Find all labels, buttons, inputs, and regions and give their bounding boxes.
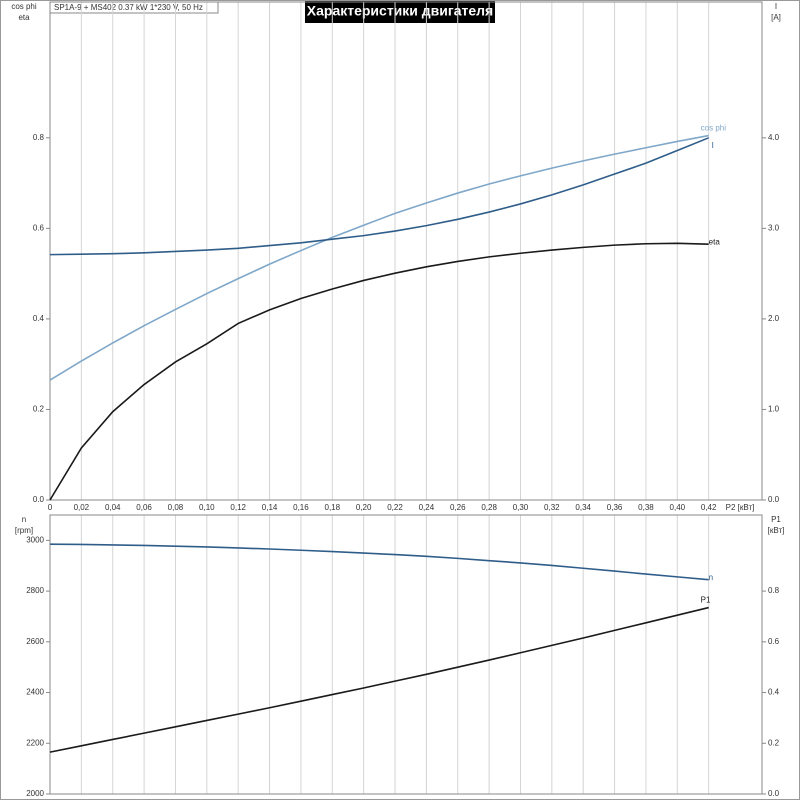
y-axis-label: eta <box>18 13 30 22</box>
x-tick-label: 0,40 <box>670 503 686 512</box>
x-tick-label: 0,34 <box>575 503 591 512</box>
x-tick-label: 0,08 <box>168 503 184 512</box>
y2-tick-label: 0.0 <box>768 789 780 798</box>
y2-axis-label: P1 <box>771 515 781 524</box>
chart-title: Характеристики двигателя <box>307 3 493 19</box>
subtitle: SP1A-9 + MS402 0.37 kW 1*230 V, 50 Hz <box>54 3 203 12</box>
x-tick-label: 0,04 <box>105 503 121 512</box>
x-tick-label: 0,16 <box>293 503 309 512</box>
y-tick-label: 2000 <box>26 789 44 798</box>
y2-axis-label: I <box>775 2 777 11</box>
y-tick-label: 0.6 <box>33 223 45 232</box>
x-tick-label: 0,14 <box>262 503 278 512</box>
y-axis-label: cos phi <box>11 2 37 11</box>
series-line <box>49 543 709 581</box>
y2-tick-label: 2.0 <box>768 314 780 323</box>
x-axis-label: P2 [кВт] <box>726 503 755 512</box>
y2-tick-label: 1.0 <box>768 405 780 414</box>
x-tick-label: 0,42 <box>701 503 717 512</box>
y-tick-label: 2800 <box>26 586 44 595</box>
series-line <box>49 606 709 753</box>
x-tick-label: 0 <box>48 503 53 512</box>
y-tick-label: 0.0 <box>33 495 45 504</box>
x-tick-label: 0,38 <box>638 503 654 512</box>
y-tick-label: 2400 <box>26 688 44 697</box>
series-label: cos phi <box>701 124 727 133</box>
y2-tick-label: 3.0 <box>768 223 780 232</box>
y2-tick-label: 0.4 <box>768 688 780 697</box>
y-axis-label: [rpm] <box>15 526 33 535</box>
y2-tick-label: 0.8 <box>768 586 780 595</box>
y2-axis-label: [кВт] <box>768 526 785 535</box>
x-tick-label: 0,26 <box>450 503 466 512</box>
y2-tick-label: 0.2 <box>768 738 780 747</box>
title-box <box>305 1 495 23</box>
series-line <box>49 242 709 501</box>
x-tick-label: 0,12 <box>230 503 246 512</box>
x-tick-label: 0,36 <box>607 503 623 512</box>
series-label: I <box>712 141 714 150</box>
series-line <box>49 137 709 256</box>
x-tick-label: 0,28 <box>481 503 497 512</box>
y-tick-label: 0.2 <box>33 405 45 414</box>
y-tick-label: 0.4 <box>33 314 45 323</box>
x-tick-label: 0,32 <box>544 503 560 512</box>
y-tick-label: 0.8 <box>33 133 45 142</box>
y-axis-label: n <box>22 515 26 524</box>
y-tick-label: 3000 <box>26 535 44 544</box>
y2-tick-label: 0.6 <box>768 637 780 646</box>
plot-area <box>49 514 763 795</box>
y-tick-label: 2600 <box>26 637 44 646</box>
x-tick-label: 0,22 <box>387 503 403 512</box>
x-tick-label: 0,24 <box>419 503 435 512</box>
y2-tick-label: 4.0 <box>768 133 780 142</box>
x-tick-label: 0,02 <box>74 503 90 512</box>
series-line <box>49 134 709 381</box>
x-tick-label: 0,06 <box>136 503 152 512</box>
series-label: n <box>709 573 713 582</box>
plot-area <box>49 1 763 501</box>
series-label: eta <box>709 237 721 246</box>
series-label: P1 <box>701 596 711 605</box>
x-tick-label: 0,10 <box>199 503 215 512</box>
x-tick-label: 0,20 <box>356 503 372 512</box>
y2-axis-label: [A] <box>771 13 781 22</box>
x-tick-label: 0,30 <box>513 503 529 512</box>
y2-tick-label: 0.0 <box>768 495 780 504</box>
y-tick-label: 2200 <box>26 738 44 747</box>
x-tick-label: 0,18 <box>325 503 341 512</box>
